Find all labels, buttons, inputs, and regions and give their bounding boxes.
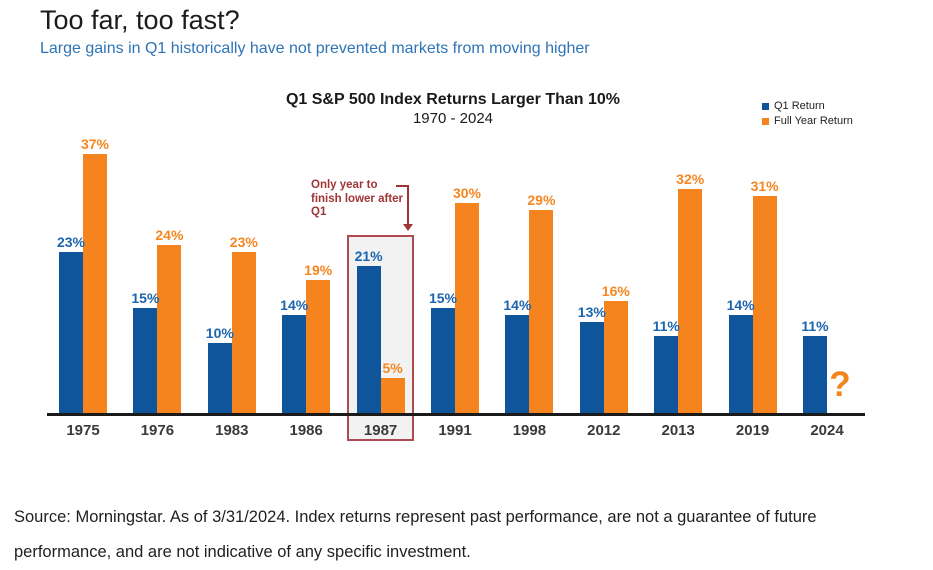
x-axis-label-2019: 2019 <box>735 422 770 439</box>
bar-value-label: 23% <box>56 234 86 250</box>
legend-swatch-icon <box>762 117 769 125</box>
bar-q1-1983 <box>207 343 232 415</box>
legend-label: Full Year Return <box>774 115 853 127</box>
x-axis-label-1987: 1987 <box>363 422 398 439</box>
bar-value-label: 14% <box>726 297 755 313</box>
x-axis-label-2024: 2024 <box>810 422 844 439</box>
x-axis-label-1976: 1976 <box>140 422 175 439</box>
bar-q1-2024 <box>803 336 827 415</box>
bar-value-label: 29% <box>527 192 556 208</box>
chart-legend: Q1 Return Full Year Return <box>762 100 853 127</box>
bar-value-label: 14% <box>280 297 309 313</box>
x-axis-label-2013: 2013 <box>661 422 695 439</box>
bar-q1-1975 <box>59 252 83 415</box>
x-axis-label-1998: 1998 <box>512 422 547 439</box>
plot-area: Only year to finish lower after Q1 23% 37… <box>0 85 933 465</box>
chart-date-range: 1970 - 2024 <box>412 110 494 127</box>
bar-fullyear-1987 <box>380 378 405 415</box>
bar-q1-1976 <box>133 308 158 415</box>
bar-value-label: 31% <box>750 178 779 194</box>
bar-fullyear-1976 <box>157 245 182 415</box>
annotation-arrow-head-icon <box>403 224 413 231</box>
bar-value-label: 16% <box>601 283 630 299</box>
bar-value-label: 15% <box>428 290 458 306</box>
annotation-text: Only year to finish lower after Q1 <box>311 179 404 218</box>
bar-value-label: 11% <box>652 318 680 334</box>
bar-q1-2012 <box>579 322 604 415</box>
bar-fullyear-2019 <box>752 196 777 415</box>
source-line-2: performance, and are not indicative of a… <box>14 543 471 561</box>
bar-fullyear-1986 <box>306 280 331 415</box>
bar-value-label: 30% <box>452 185 482 201</box>
bar-value-label: 15% <box>131 290 160 306</box>
bar-q1-1987 <box>356 266 381 415</box>
bar-value-label: 13% <box>577 304 606 320</box>
bar-q1-1986 <box>282 315 307 415</box>
bar-value-label: 19% <box>304 262 333 278</box>
annotation-arrow-horizontal <box>396 185 409 187</box>
bar-fullyear-1998 <box>529 210 554 415</box>
x-axis-line <box>47 413 865 416</box>
bar-value-label: 14% <box>503 297 532 313</box>
annotation-arrow-vertical <box>407 185 409 224</box>
legend-item: Full Year Return <box>762 115 853 127</box>
x-axis-label-1983: 1983 <box>215 422 249 439</box>
bar-value-label: 37% <box>80 136 110 152</box>
source-disclaimer: Source: Morningstar. As of 3/31/2024. In… <box>14 500 914 570</box>
unknown-value-marker: ? <box>829 365 851 404</box>
bar-q1-2013 <box>654 336 679 415</box>
x-axis-label-1975: 1975 <box>66 422 100 439</box>
bar-value-label: 32% <box>676 171 705 187</box>
bar-fullyear-1983 <box>231 252 256 415</box>
bar-fullyear-2013 <box>678 189 703 415</box>
bar-value-label: 5% <box>382 360 403 376</box>
bar-value-label: 21% <box>354 248 383 264</box>
bar-q1-2019 <box>728 315 753 415</box>
chart-title: Q1 S&P 500 Index Returns Larger Than 10% <box>285 91 621 108</box>
bar-fullyear-1975 <box>83 154 107 415</box>
legend-swatch-icon <box>762 102 769 110</box>
bar-fullyear-1991 <box>455 203 479 415</box>
x-axis-label-1986: 1986 <box>289 422 323 439</box>
page-subtitle: Large gains in Q1 historically have not … <box>40 40 590 57</box>
bar-value-label: 24% <box>155 227 184 243</box>
bar-fullyear-2012 <box>603 301 628 415</box>
bar-q1-1998 <box>505 315 530 415</box>
bar-q1-1991 <box>431 308 455 415</box>
x-axis-label-1991: 1991 <box>438 422 472 439</box>
chart: Q1 S&P 500 Index Returns Larger Than 10%… <box>0 85 933 465</box>
legend-label: Q1 Return <box>774 100 825 112</box>
x-axis-label-2012: 2012 <box>587 422 621 439</box>
bar-value-label: 10% <box>205 325 234 341</box>
source-line-1: Source: Morningstar. As of 3/31/2024. In… <box>14 508 817 526</box>
bar-value-label: 11% <box>801 318 829 334</box>
bar-value-label: 23% <box>229 234 258 250</box>
page-title: Too far, too fast? <box>40 5 240 35</box>
legend-item: Q1 Return <box>762 100 853 112</box>
